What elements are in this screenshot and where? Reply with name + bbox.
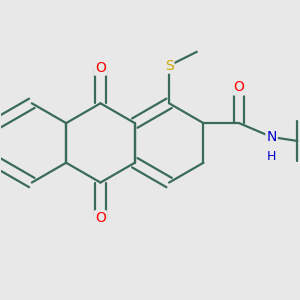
- Text: O: O: [234, 80, 244, 94]
- Text: O: O: [95, 61, 106, 75]
- Text: N: N: [266, 130, 277, 144]
- Text: H: H: [267, 150, 276, 163]
- Text: O: O: [95, 211, 106, 225]
- Text: S: S: [165, 58, 173, 73]
